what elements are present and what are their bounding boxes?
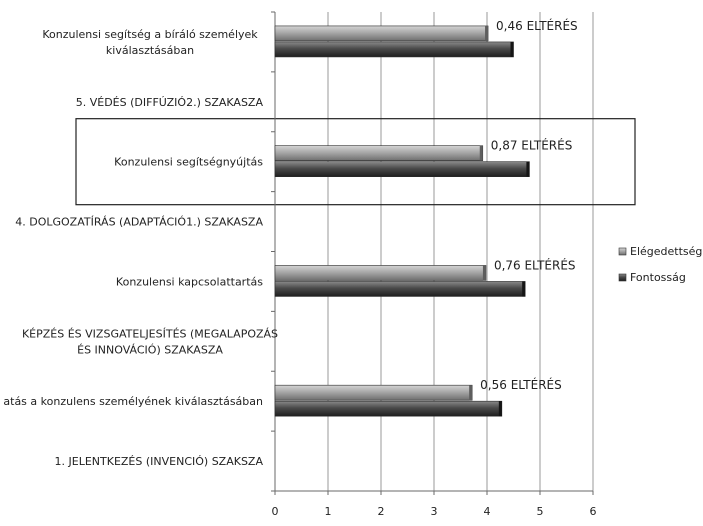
category-label-line: ÉS INNOVÁCIÓ) SZAKASZA — [77, 343, 223, 356]
bar-cap-fontossag — [510, 41, 514, 57]
bar-elegedettseg — [274, 265, 487, 281]
gridlines — [327, 12, 594, 491]
category-label-line: KÉPZÉS ÉS VIZSGATELJESÍTÉS (MEGALAPOZÁS — [22, 327, 278, 340]
category-label-line: 4. DOLGOZATÍRÁS (ADAPTÁCIÓ1.) SZAKASZA — [15, 216, 263, 229]
difference-annotation: 0,46 ELTÉRÉS — [496, 18, 578, 33]
x-tick-label: 0 — [272, 505, 279, 518]
x-tick-labels: 0 1 2 3 4 5 6 — [272, 505, 597, 518]
legend: Elégedettség Fontosság — [618, 245, 702, 284]
bar-elegedettseg — [274, 384, 473, 401]
legend-swatch — [618, 247, 627, 256]
x-tick-label: 3 — [431, 505, 438, 518]
x-tick-label: 2 — [378, 505, 385, 518]
bar-cap-elegedettseg — [469, 385, 473, 401]
category-label: atás a konzulens személyének kiválasztás… — [3, 395, 263, 408]
difference-annotation: 0,87 ELTÉRÉS — [491, 138, 573, 153]
category-label-line: 5. VÉDÉS (DIFFÚZIÓ2.) SZAKASZA — [76, 96, 264, 109]
difference-annotation: 0,76 ELTÉRÉS — [494, 257, 576, 272]
annotations: 0,46 ELTÉRÉS 0,87 ELTÉRÉS 0,76 ELTÉRÉS 0,56… — [480, 18, 578, 392]
category-label: Konzulensi segítségnyújtás — [114, 156, 263, 169]
bar-cap-fontossag — [498, 401, 502, 417]
x-tick-label: 1 — [325, 505, 332, 518]
category-label-line: 1. JELENTKEZÉS (INVENCIÓ) SZAKSZA — [55, 455, 264, 468]
x-tick-label: 6 — [590, 505, 597, 518]
bar-cap-elegedettseg — [485, 25, 489, 41]
category-labels: Konzulensi segítség a bíráló személyek ki… — [3, 28, 278, 468]
category-label: KÉPZÉS ÉS VIZSGATELJESÍTÉS (MEGALAPOZÁS É… — [22, 327, 278, 356]
bar-fontossag — [274, 41, 514, 58]
category-label: Konzulensi segítség a bíráló személyek ki… — [42, 28, 258, 57]
x-tick-label: 4 — [484, 505, 491, 518]
legend-label: Fontosság — [630, 271, 686, 284]
category-label: 1. JELENTKEZÉS (INVENCIÓ) SZAKSZA — [55, 455, 264, 468]
bar-fontossag — [274, 400, 503, 417]
bar-elegedettseg — [274, 25, 489, 42]
category-label-line: kiválasztásában — [106, 44, 194, 57]
bar-fontossag — [274, 281, 526, 297]
bar-cap-elegedettseg — [479, 145, 483, 161]
bar-cap-fontossag — [526, 161, 530, 177]
category-label-line: atás a konzulens személyének kiválasztás… — [3, 395, 263, 408]
category-label-line: Konzulensi kapcsolattartás — [116, 275, 263, 288]
bar-elegedettseg — [274, 145, 484, 161]
highlight-frame — [75, 118, 636, 206]
category-label: Konzulensi kapcsolattartás — [116, 275, 263, 288]
x-tick-label: 5 — [537, 505, 544, 518]
bar-cap-elegedettseg — [482, 265, 486, 281]
bar-cap-fontossag — [522, 281, 526, 297]
bars — [274, 25, 530, 417]
highlight-frame-layer — [75, 118, 636, 206]
axes — [271, 11, 594, 495]
legend-swatch — [618, 273, 627, 282]
legend-label: Elégedettség — [630, 245, 702, 258]
category-label-line: Konzulensi segítség a bíráló személyek — [42, 28, 258, 41]
category-label-line: Konzulensi segítségnyújtás — [114, 156, 263, 169]
category-label: 4. DOLGOZATÍRÁS (ADAPTÁCIÓ1.) SZAKASZA — [15, 216, 263, 229]
bar-fontossag — [274, 161, 530, 177]
difference-annotation: 0,56 ELTÉRÉS — [480, 377, 562, 392]
category-label: 5. VÉDÉS (DIFFÚZIÓ2.) SZAKASZA — [76, 96, 264, 109]
